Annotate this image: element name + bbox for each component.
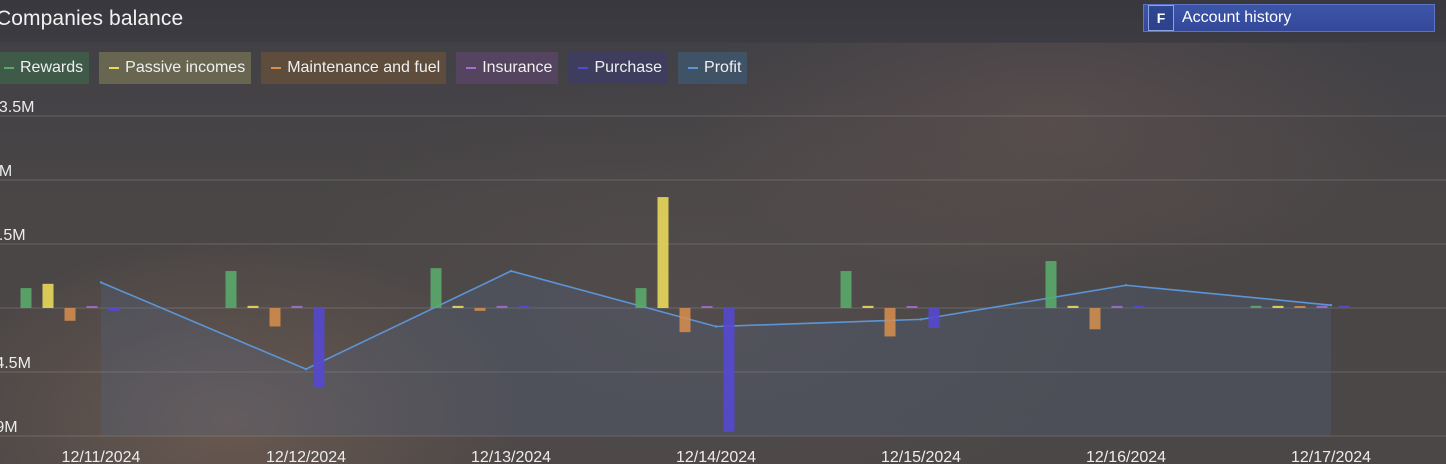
bar-purchase: [518, 306, 530, 308]
legend-swatch: [466, 67, 477, 69]
legend-label: Insurance: [482, 59, 553, 76]
bar-purchase: [723, 308, 735, 432]
legend-swatch: [4, 67, 14, 69]
bar-maintenance-and-fuel: [474, 308, 486, 311]
bar-maintenance-and-fuel: [679, 308, 691, 333]
x-tick-label: 12/17/2024: [1291, 449, 1371, 464]
bar-maintenance-and-fuel: [269, 308, 281, 327]
bar-purchase: [1338, 305, 1350, 308]
bar-insurance: [86, 306, 98, 308]
bar-rewards: [20, 288, 32, 308]
bar-passive-incomes: [42, 283, 54, 308]
y-tick-label: -9M: [0, 419, 18, 436]
legend-swatch: [271, 67, 282, 69]
profit-point: [1329, 303, 1333, 307]
bar-insurance: [291, 305, 303, 308]
profit-point: [99, 281, 103, 284]
legend-label: Passive incomes: [125, 59, 246, 76]
bar-rewards: [1045, 261, 1057, 308]
x-tick-label: 12/14/2024: [676, 449, 756, 464]
legend-item-passive-incomes[interactable]: Passive incomes: [99, 52, 252, 84]
y-tick-label: 9M: [0, 163, 12, 180]
bar-insurance: [1111, 305, 1123, 308]
x-tick-label: 12/12/2024: [266, 449, 346, 464]
hotkey-badge: F: [1148, 5, 1174, 31]
profit-point: [509, 269, 513, 273]
bar-purchase: [313, 308, 325, 388]
legend-label: Profit: [704, 59, 742, 76]
legend-label: Purchase: [594, 59, 663, 76]
legend-swatch: [688, 67, 699, 69]
bar-passive-incomes: [452, 305, 464, 308]
legend-item-maintenance-and-fuel[interactable]: Maintenance and fuel: [261, 52, 447, 84]
legend-swatch: [578, 67, 589, 69]
chart-legend: Rewards Passive incomes Maintenance and fu…: [0, 52, 748, 84]
bar-insurance: [1316, 305, 1328, 308]
y-tick-label: 4.5M: [0, 227, 26, 244]
bar-passive-incomes: [247, 305, 259, 308]
y-tick-label: 13.5M: [0, 99, 34, 116]
bar-purchase: [108, 308, 120, 311]
bar-maintenance-and-fuel: [1294, 306, 1306, 308]
bar-purchase: [928, 308, 940, 328]
account-history-button[interactable]: F Account history: [1143, 4, 1435, 32]
bar-insurance: [496, 305, 508, 308]
bar-maintenance-and-fuel: [64, 308, 76, 321]
bar-rewards: [430, 268, 442, 308]
legend-item-rewards[interactable]: Rewards: [0, 52, 90, 84]
bar-rewards: [1250, 305, 1262, 308]
bar-purchase: [1133, 306, 1145, 308]
legend-swatch: [109, 67, 120, 69]
bar-rewards: [840, 271, 852, 308]
bar-passive-incomes: [1067, 305, 1079, 308]
legend-item-insurance[interactable]: Insurance: [456, 52, 559, 84]
y-tick-label: -4.5M: [0, 355, 31, 372]
page-title: Companies balance: [0, 7, 184, 30]
bar-passive-incomes: [862, 305, 874, 308]
profit-area: [101, 271, 1331, 436]
x-tick-label: 12/15/2024: [881, 449, 961, 464]
x-tick-label: 12/13/2024: [471, 449, 551, 464]
profit-point: [1124, 284, 1128, 287]
profit-point: [919, 318, 923, 321]
legend-item-profit[interactable]: Profit: [678, 52, 748, 84]
bar-maintenance-and-fuel: [1089, 308, 1101, 330]
bar-rewards: [635, 288, 647, 308]
profit-point: [714, 325, 718, 328]
x-tick-label: 12/11/2024: [62, 449, 141, 464]
legend-item-purchase[interactable]: Purchase: [568, 52, 669, 84]
bar-rewards: [225, 271, 237, 308]
legend-label: Maintenance and fuel: [287, 59, 441, 76]
bar-passive-incomes: [1272, 305, 1284, 308]
account-history-label: Account history: [1182, 9, 1292, 26]
bar-insurance: [701, 306, 713, 308]
x-tick-label: 12/16/2024: [1086, 449, 1166, 464]
profit-point: [304, 367, 308, 371]
bar-insurance: [906, 306, 918, 308]
chart-header: Companies balance F Account history: [0, 0, 1446, 43]
bar-maintenance-and-fuel: [884, 308, 896, 337]
bar-passive-incomes: [657, 197, 669, 308]
legend-label: Rewards: [20, 59, 84, 76]
